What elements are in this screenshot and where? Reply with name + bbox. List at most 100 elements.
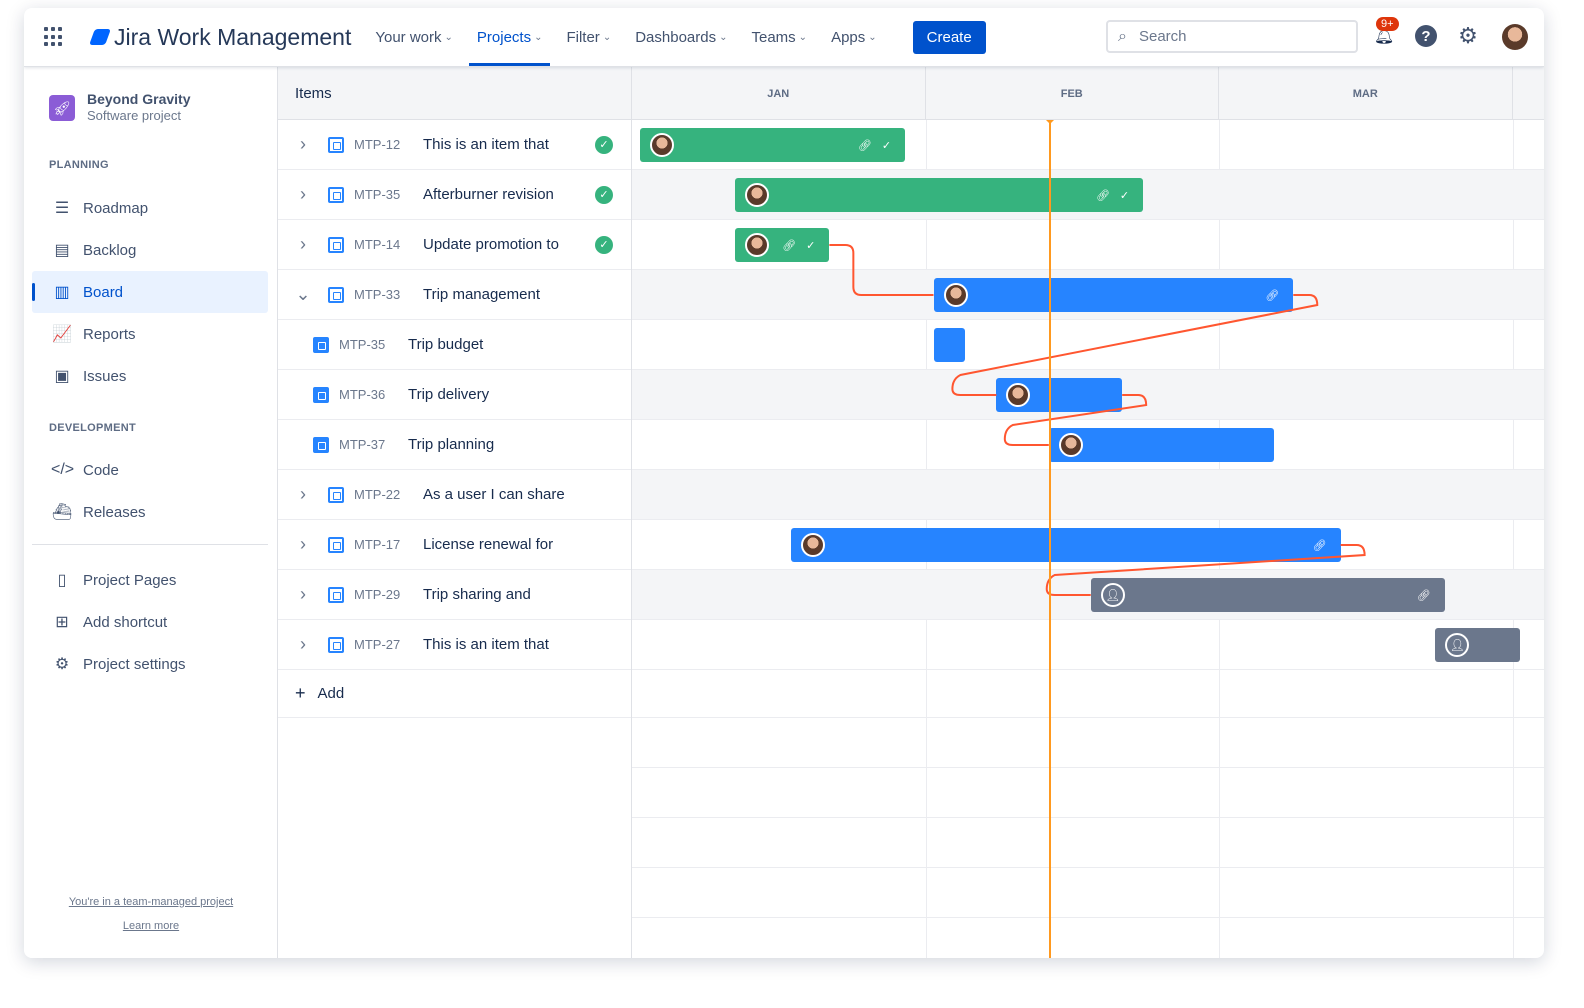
search-input[interactable]: ⌕ Search (1106, 20, 1358, 53)
sidebar-item-add-shortcut[interactable]: ⊞ Add shortcut (32, 601, 268, 643)
nav-apps[interactable]: Apps ⌄ (819, 8, 889, 66)
issue-key[interactable]: MTP-35 (339, 337, 386, 352)
table-row[interactable]: › MTP-29 Trip sharing and (278, 570, 631, 620)
issue-title[interactable]: Trip management (423, 286, 540, 303)
nav-your-work[interactable]: Your work ⌄ (363, 8, 465, 66)
task-icon (328, 536, 344, 553)
issue-title[interactable]: Trip sharing and (423, 586, 531, 603)
create-button[interactable]: Create (912, 20, 986, 54)
table-row[interactable]: › MTP-35 Afterburner revision ✓ (278, 170, 631, 220)
task-icon (328, 186, 344, 203)
table-row[interactable]: MTP-36 Trip delivery (278, 370, 631, 420)
issue-title[interactable]: Trip delivery (408, 386, 490, 403)
sidebar-divider (32, 544, 268, 545)
timeline-bar-mtp-12[interactable]: 🔗︎ ✓ (640, 128, 906, 162)
issue-key[interactable]: MTP-35 (354, 187, 401, 202)
project-name: Beyond Gravity (87, 91, 191, 107)
sidebar-item-label: Backlog (83, 241, 137, 259)
user-avatar[interactable] (1502, 24, 1528, 50)
nav-projects[interactable]: Projects ⌄ (465, 8, 555, 66)
issue-key[interactable]: MTP-37 (339, 437, 386, 452)
link-icon: 🔗︎ (1265, 289, 1280, 302)
table-row[interactable]: › MTP-27 This is an item that (278, 620, 631, 670)
timeline-row (632, 120, 1544, 170)
issue-title[interactable]: This is an item that (423, 136, 549, 153)
sidebar-item-roadmap[interactable]: ☰ Roadmap (32, 187, 268, 229)
sidebar-item-label: Project Pages (83, 571, 177, 589)
issue-title[interactable]: Trip planning (408, 436, 495, 453)
link-icon: 🔗︎ (1312, 539, 1327, 552)
issue-key[interactable]: MTP-36 (339, 387, 386, 402)
timeline-row (632, 320, 1544, 370)
table-row[interactable]: › MTP-22 As a user I can share (278, 470, 631, 520)
sidebar-item-board[interactable]: ▥ Board (32, 271, 268, 313)
issue-title[interactable]: As a user I can share (423, 486, 565, 503)
app-switcher-icon[interactable] (44, 27, 64, 47)
issue-key[interactable]: MTP-17 (354, 537, 401, 552)
issue-key[interactable]: MTP-27 (354, 637, 401, 652)
timeline-row (632, 768, 1544, 818)
chevron-right-icon[interactable]: › (300, 234, 306, 254)
issue-title[interactable]: This is an item that (423, 636, 549, 653)
table-row[interactable]: › MTP-17 License renewal for (278, 520, 631, 570)
chevron-right-icon[interactable]: › (300, 184, 306, 204)
sidebar-item-project-settings[interactable]: ⚙ Project settings (32, 643, 268, 685)
sidebar-item-code[interactable]: </> Code (32, 449, 268, 491)
nav-label: Apps (831, 28, 866, 46)
issue-title[interactable]: Update promotion to (423, 236, 559, 253)
project-header[interactable]: 🚀︎ Beyond Gravity Software project (49, 91, 190, 125)
chevron-down-icon: ⌄ (534, 31, 543, 43)
chevron-right-icon[interactable]: › (300, 584, 306, 604)
chevron-right-icon[interactable]: › (300, 634, 306, 654)
timeline-bar-mtp-17[interactable]: 🔗︎ (791, 528, 1341, 562)
issue-key[interactable]: MTP-14 (354, 237, 401, 252)
issue-title[interactable]: License renewal for (423, 536, 554, 553)
table-row[interactable]: MTP-35 Trip budget (278, 320, 631, 370)
timeline-bar-mtp-27[interactable]: 👤︎ (1435, 628, 1521, 662)
settings-gear-icon[interactable]: ⚙ (1458, 23, 1478, 48)
timeline-bar-mtp-14[interactable]: 🔗︎ ✓ (734, 228, 830, 262)
timeline-bar-mtp-35[interactable] (933, 328, 965, 362)
notifications-bell-icon[interactable]: 🔔︎ (1373, 28, 1395, 45)
sidebar-item-backlog[interactable]: ▤ Backlog (32, 229, 268, 271)
releases-icon: ⛴ (51, 504, 73, 521)
team-managed-link[interactable]: You're in a team-managed project (68, 896, 234, 908)
bar-icons: 🔗︎ (1313, 539, 1327, 552)
issue-title[interactable]: Trip budget (408, 336, 484, 353)
chevron-right-icon[interactable]: › (300, 134, 306, 154)
add-item-button[interactable]: + Add (278, 670, 631, 718)
chevron-right-icon[interactable]: › (300, 484, 306, 504)
timeline-bar-mtp-35[interactable]: 🔗︎ ✓ (734, 178, 1144, 212)
sidebar-item-reports[interactable]: 📈 Reports (32, 313, 268, 355)
timeline-bar-mtp-36[interactable] (996, 378, 1123, 412)
sidebar-item-issues[interactable]: ▣ Issues (32, 355, 268, 397)
table-row[interactable]: MTP-37 Trip planning (278, 420, 631, 470)
link-icon: 🔗︎ (1416, 589, 1431, 602)
issue-key[interactable]: MTP-29 (354, 587, 401, 602)
learn-more-link[interactable]: Learn more (122, 920, 180, 932)
link-icon: 🔗︎ (782, 239, 797, 252)
chevron-right-icon[interactable]: › (300, 534, 306, 554)
chevron-down-icon: ⌄ (444, 31, 453, 43)
timeline-bar-mtp-29[interactable]: 👤︎ 🔗︎ (1090, 578, 1445, 612)
task-icon (328, 586, 344, 603)
table-row[interactable]: ⌄ MTP-33 Trip management (278, 270, 631, 320)
issue-key[interactable]: MTP-22 (354, 487, 401, 502)
product-logo[interactable]: Jira Work Management (89, 24, 351, 51)
nav-filter[interactable]: Filter ⌄ (554, 8, 623, 66)
plus-icon: + (295, 683, 306, 703)
timeline-bar-mtp-37[interactable] (1048, 428, 1275, 462)
table-row[interactable]: › MTP-12 This is an item that ✓ (278, 120, 631, 170)
pages-icon: ▯ (57, 572, 67, 589)
nav-teams[interactable]: Teams ⌄ (739, 8, 819, 66)
help-button[interactable]: ? (1414, 24, 1438, 48)
nav-dashboards[interactable]: Dashboards ⌄ (623, 8, 739, 66)
sidebar-item-releases[interactable]: ⛴ Releases (32, 491, 268, 533)
issue-key[interactable]: MTP-33 (354, 287, 401, 302)
timeline-bar-mtp-33[interactable]: 🔗︎ (933, 278, 1294, 312)
issue-title[interactable]: Afterburner revision (423, 186, 554, 203)
table-row[interactable]: › MTP-14 Update promotion to ✓ (278, 220, 631, 270)
sidebar-item-project-pages[interactable]: ▯ Project Pages (32, 559, 268, 601)
issue-key[interactable]: MTP-12 (354, 137, 401, 152)
chevron-down-icon[interactable]: ⌄ (295, 284, 311, 304)
